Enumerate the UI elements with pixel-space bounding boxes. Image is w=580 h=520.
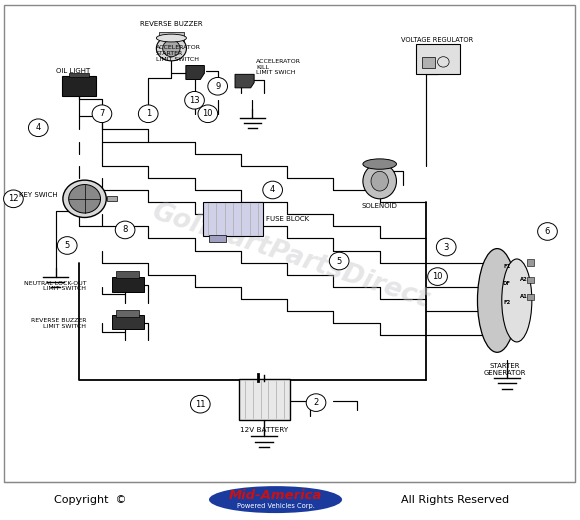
Circle shape <box>57 237 77 254</box>
Circle shape <box>306 394 326 411</box>
Polygon shape <box>235 74 254 88</box>
Text: A1: A1 <box>520 294 528 299</box>
Bar <box>107 196 117 201</box>
Circle shape <box>263 181 282 199</box>
Bar <box>527 277 534 283</box>
Text: Mid-America: Mid-America <box>229 489 322 502</box>
FancyBboxPatch shape <box>113 277 144 292</box>
Text: STARTER
GENERATOR: STARTER GENERATOR <box>484 362 527 375</box>
FancyBboxPatch shape <box>62 76 96 96</box>
FancyBboxPatch shape <box>239 379 290 420</box>
Text: 10: 10 <box>202 109 213 118</box>
Circle shape <box>139 105 158 123</box>
FancyBboxPatch shape <box>116 271 139 278</box>
Text: 10: 10 <box>432 272 443 281</box>
Ellipse shape <box>477 249 517 353</box>
Text: 7: 7 <box>99 109 104 118</box>
Text: REVERSE BUZZER: REVERSE BUZZER <box>140 21 202 27</box>
Bar <box>527 259 534 266</box>
Text: 2: 2 <box>313 398 318 407</box>
Circle shape <box>538 223 557 240</box>
Circle shape <box>208 77 227 95</box>
Text: A2: A2 <box>520 277 528 282</box>
Text: 4: 4 <box>36 123 41 132</box>
FancyBboxPatch shape <box>113 315 144 330</box>
Ellipse shape <box>371 171 389 191</box>
FancyBboxPatch shape <box>116 310 139 317</box>
Text: GolfCartPartsDirect: GolfCartPartsDirect <box>148 199 432 313</box>
Ellipse shape <box>502 259 532 342</box>
Bar <box>160 32 183 41</box>
Text: FUSE BLOCK: FUSE BLOCK <box>266 215 309 222</box>
Ellipse shape <box>157 36 186 61</box>
Bar <box>527 294 534 301</box>
Text: 9: 9 <box>215 82 220 91</box>
Text: Copyright  ©: Copyright © <box>54 495 126 504</box>
Polygon shape <box>186 66 204 80</box>
Text: NEUTRAL LOCK-OUT
LIMIT SWITCH: NEUTRAL LOCK-OUT LIMIT SWITCH <box>24 280 86 291</box>
Text: 12V BATTERY: 12V BATTERY <box>241 427 289 433</box>
Circle shape <box>436 238 456 256</box>
Text: 6: 6 <box>545 227 550 236</box>
FancyBboxPatch shape <box>203 202 263 236</box>
Text: F2: F2 <box>503 300 510 305</box>
Text: ACCELERATOR
STARTER
LIMIT SWITCH: ACCELERATOR STARTER LIMIT SWITCH <box>156 45 201 62</box>
Text: DF: DF <box>503 281 511 286</box>
Text: 13: 13 <box>189 96 200 105</box>
Text: Powered Vehicles Corp.: Powered Vehicles Corp. <box>237 503 314 509</box>
Ellipse shape <box>68 185 100 213</box>
Text: 11: 11 <box>195 400 205 409</box>
Circle shape <box>329 252 349 270</box>
Circle shape <box>28 119 48 137</box>
Circle shape <box>427 268 447 285</box>
Bar <box>69 73 89 77</box>
Text: 5: 5 <box>336 256 342 266</box>
Text: 4: 4 <box>270 186 276 194</box>
Text: 8: 8 <box>122 226 128 235</box>
Text: 5: 5 <box>64 241 70 250</box>
FancyBboxPatch shape <box>3 5 575 482</box>
Circle shape <box>3 190 23 207</box>
Text: VOLTAGE REGULATOR: VOLTAGE REGULATOR <box>401 37 474 43</box>
Ellipse shape <box>363 163 397 199</box>
Text: SOLENOID: SOLENOID <box>362 203 398 209</box>
Circle shape <box>190 395 210 413</box>
Ellipse shape <box>209 486 342 513</box>
Text: OIL LIGHT: OIL LIGHT <box>56 68 90 74</box>
Text: F1: F1 <box>503 264 510 269</box>
Circle shape <box>184 92 204 109</box>
Circle shape <box>198 105 218 123</box>
Bar <box>209 235 226 242</box>
Text: 1: 1 <box>146 109 151 118</box>
Text: REVERSE BUZZER
LIMIT SWITCH: REVERSE BUZZER LIMIT SWITCH <box>31 318 86 329</box>
Ellipse shape <box>363 159 397 169</box>
Text: ACCELERATOR
KILL
LIMIT SWICH: ACCELERATOR KILL LIMIT SWICH <box>256 59 302 75</box>
Circle shape <box>92 105 112 123</box>
Text: KEY SWICH: KEY SWICH <box>19 192 58 198</box>
Circle shape <box>115 221 135 239</box>
Ellipse shape <box>63 180 106 217</box>
Bar <box>422 57 434 68</box>
Text: All Rights Reserved: All Rights Reserved <box>401 495 509 504</box>
Ellipse shape <box>163 40 180 57</box>
FancyBboxPatch shape <box>415 44 459 74</box>
Ellipse shape <box>157 34 186 42</box>
Text: 12: 12 <box>8 194 19 203</box>
Text: 3: 3 <box>444 242 449 252</box>
